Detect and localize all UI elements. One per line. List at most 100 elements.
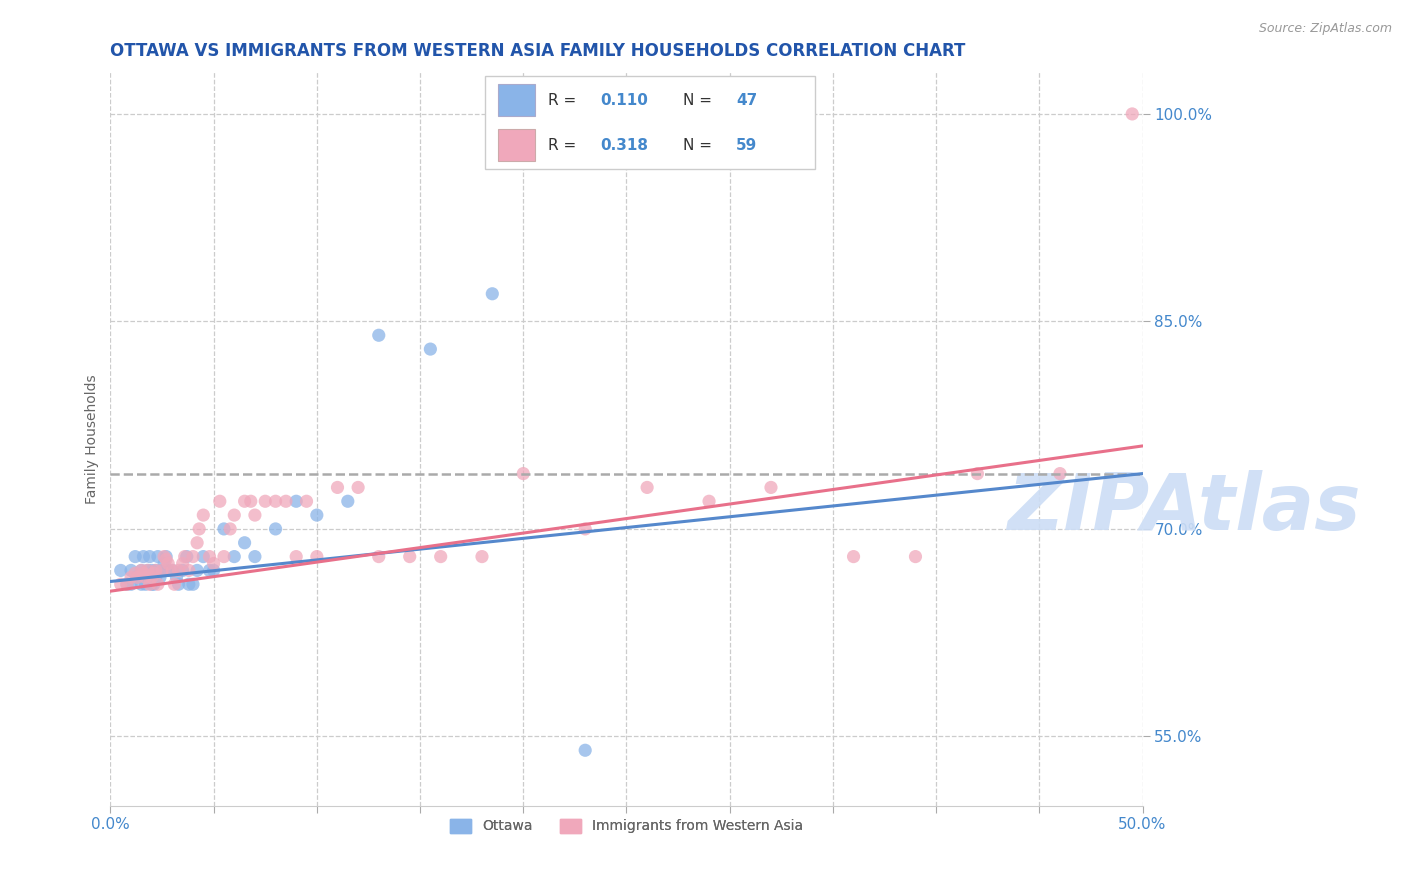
Point [134,570,156,584]
Point [188,522,211,536]
Text: 0.318: 0.318 [600,137,648,153]
Text: N =: N = [683,93,717,108]
Point [157,563,180,577]
Point [198,563,221,577]
Text: 0.110: 0.110 [600,93,648,108]
Point [120,570,142,584]
Point [239,494,262,508]
Point [172,557,194,571]
Text: ZIPAtlas: ZIPAtlas [1007,470,1361,546]
Point [326,480,349,494]
Point [138,549,160,564]
Point [131,563,153,577]
Point [177,563,200,577]
Point [132,566,155,581]
Point [202,563,225,577]
Text: Source: ZipAtlas.com: Source: ZipAtlas.com [1258,22,1392,36]
Point [219,522,242,536]
Point [636,480,658,494]
Point [120,563,142,577]
Point [177,577,200,591]
Point [181,577,204,591]
Point [155,552,177,566]
Point [966,467,988,481]
Point [127,570,149,584]
Point [233,535,256,549]
Point [166,570,188,584]
Point [202,557,225,571]
Point [285,549,308,564]
Point [163,577,186,591]
Point [697,494,720,508]
Point [150,563,173,577]
Point [167,577,190,591]
Point [264,494,287,508]
Point [172,563,194,577]
Point [904,549,927,564]
Point [305,508,328,522]
Point [141,577,163,591]
Point [153,549,176,564]
Point [141,563,163,577]
FancyBboxPatch shape [485,76,815,169]
Point [254,494,277,508]
Point [155,549,177,564]
Point [127,570,149,584]
Point [142,566,165,581]
Point [134,577,156,591]
Point [145,563,167,577]
Point [208,494,231,508]
Point [398,549,420,564]
Point [136,563,159,577]
Point [120,577,142,591]
Point [419,342,441,356]
Point [512,467,534,481]
Point [132,549,155,564]
Point [367,549,389,564]
Text: R =: R = [548,93,581,108]
Point [1049,467,1071,481]
Point [146,549,169,564]
Point [1121,107,1143,121]
Point [141,570,163,584]
Point [274,494,297,508]
Point [186,563,208,577]
Point [115,577,138,591]
Point [336,494,359,508]
Point [224,508,246,522]
Text: R =: R = [548,137,581,153]
Point [481,286,503,301]
Text: 47: 47 [737,93,758,108]
Point [142,577,165,591]
Point [347,480,370,494]
Point [212,522,235,536]
Point [124,549,146,564]
Point [233,494,256,508]
Point [167,563,190,577]
Text: N =: N = [683,137,717,153]
Point [110,577,132,591]
Point [574,522,596,536]
Text: 59: 59 [737,137,758,153]
Point [193,508,215,522]
Point [136,570,159,584]
Y-axis label: Family Households: Family Households [86,375,100,504]
Point [367,328,389,343]
Point [186,535,208,549]
Point [150,563,173,577]
Point [285,494,308,508]
Point [173,549,195,564]
Point [157,557,180,571]
Point [842,549,865,564]
Point [149,570,172,584]
Point [264,522,287,536]
Legend: Ottawa, Immigrants from Western Asia: Ottawa, Immigrants from Western Asia [444,813,808,839]
Point [212,549,235,564]
Point [574,743,596,757]
Point [131,577,153,591]
Point [471,549,494,564]
Point [305,549,328,564]
Point [145,563,167,577]
Point [153,557,176,571]
Point [243,549,266,564]
